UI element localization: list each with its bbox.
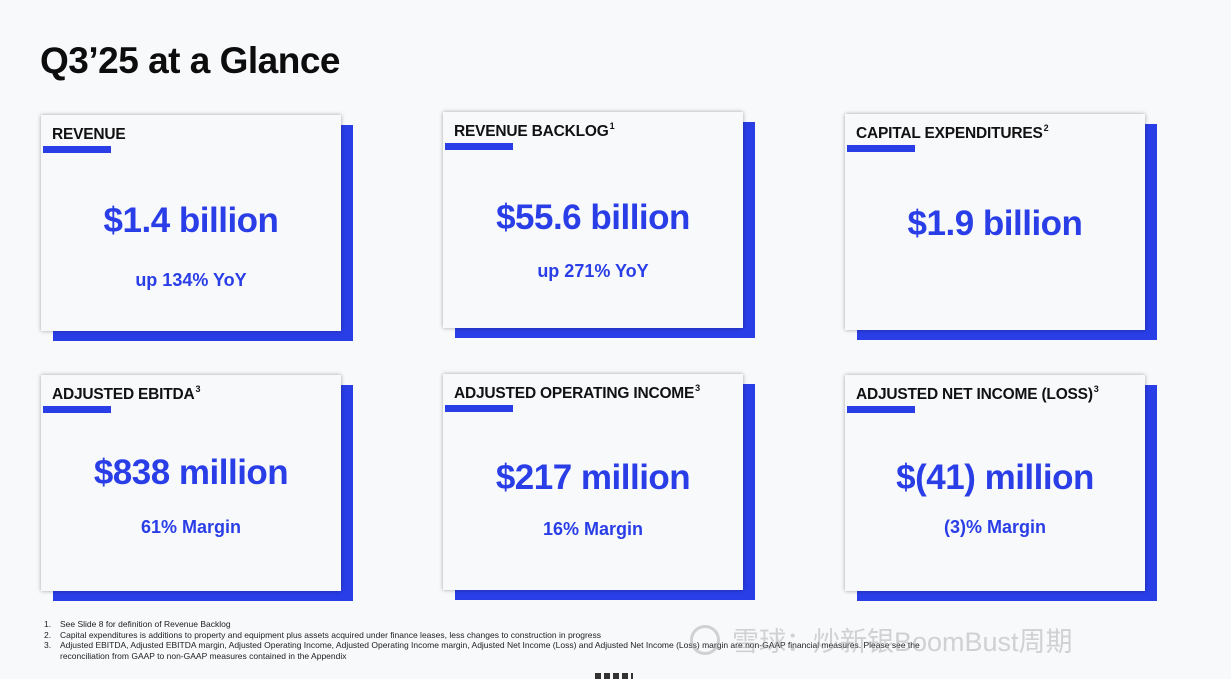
card-value: $55.6 billion <box>496 198 690 237</box>
card-value: $217 million <box>495 458 691 497</box>
card-label: ADJUSTED EBITDA3 <box>52 384 201 403</box>
card-value: $1.9 billion <box>907 204 1083 243</box>
card-label: ADJUSTED NET INCOME (LOSS)3 <box>856 384 1099 403</box>
label-accent-bar <box>847 145 915 152</box>
card-capital-expenditures: CAPITAL EXPENDITURES2 $1.9 billion <box>845 114 1157 340</box>
card-subtext: up 134% YoY <box>135 270 247 290</box>
card-label: ADJUSTED OPERATING INCOME3 <box>454 383 700 402</box>
label-accent-bar <box>445 143 513 150</box>
label-accent-bar <box>43 146 111 153</box>
card-body: REVENUE $1.4 billion up 134% YoY <box>41 115 341 331</box>
card-subtext: 16% Margin <box>542 519 644 539</box>
card-label: REVENUE <box>52 126 126 143</box>
card-subtext: (3)% Margin <box>943 517 1046 537</box>
card-revenue-backlog: REVENUE BACKLOG1 $55.6 billion up 271% Y… <box>443 112 755 338</box>
card-value: $838 million <box>93 453 289 492</box>
label-accent-bar <box>847 406 915 413</box>
card-adjusted-ebitda: ADJUSTED EBITDA3 $838 million 61% Margin <box>41 375 353 601</box>
footnote: 3. Adjusted EBITDA, Adjusted EBITDA marg… <box>44 640 920 661</box>
card-value: $(41) million <box>896 458 1094 497</box>
page-title: Q3’25 at a Glance <box>40 40 341 81</box>
card-adjusted-net-income: ADJUSTED NET INCOME (LOSS)3 $(41) millio… <box>845 375 1157 601</box>
card-adjusted-operating-income: ADJUSTED OPERATING INCOME3 $217 million … <box>443 374 755 600</box>
card-body: CAPITAL EXPENDITURES2 $1.9 billion <box>845 114 1145 330</box>
card-body: ADJUSTED OPERATING INCOME3 $217 million … <box>443 374 743 590</box>
footnotes: 1. See Slide 8 for definition of Revenue… <box>44 619 944 661</box>
label-accent-bar <box>445 405 513 412</box>
company-logo-icon <box>595 673 633 679</box>
card-label: REVENUE BACKLOG1 <box>454 121 615 140</box>
watermark-logo-icon <box>690 624 720 655</box>
card-label: CAPITAL EXPENDITURES2 <box>856 123 1049 142</box>
footnote: 2. Capital expenditures is additions to … <box>44 629 602 640</box>
card-revenue: REVENUE $1.4 billion up 134% YoY <box>41 115 353 341</box>
card-body: ADJUSTED NET INCOME (LOSS)3 $(41) millio… <box>845 375 1145 591</box>
label-accent-bar <box>43 406 111 413</box>
watermark: 雪球：炒新银BoomBust周期 <box>690 620 1073 659</box>
card-value: $1.4 billion <box>103 201 279 240</box>
card-body: ADJUSTED EBITDA3 $838 million 61% Margin <box>41 375 341 591</box>
card-body: REVENUE BACKLOG1 $55.6 billion up 271% Y… <box>443 112 743 328</box>
footnote: 1. See Slide 8 for definition of Revenue… <box>44 619 231 629</box>
card-subtext: 61% Margin <box>140 517 242 537</box>
card-subtext: up 271% YoY <box>537 261 649 281</box>
